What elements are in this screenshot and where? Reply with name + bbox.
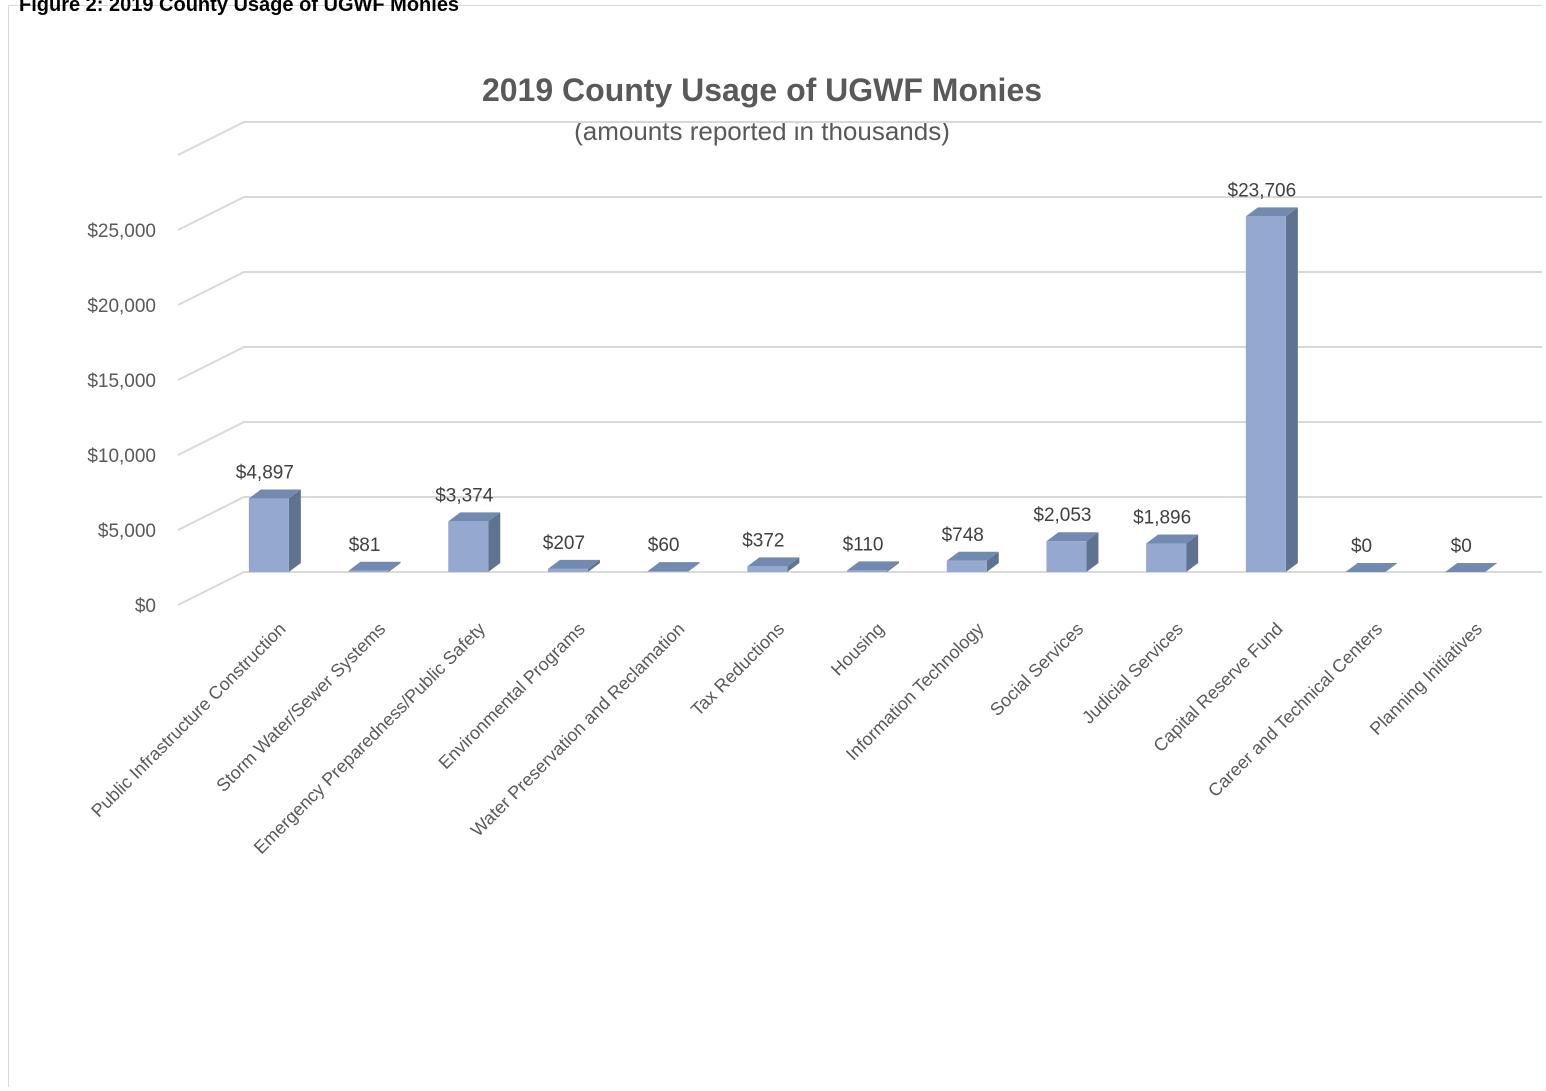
bar-side <box>986 551 999 572</box>
bar <box>348 561 401 572</box>
bar-side <box>488 512 501 572</box>
bar-front <box>946 560 987 572</box>
data-label: $3,374 <box>435 485 494 506</box>
bar-top <box>946 551 999 561</box>
bar-top <box>1345 563 1398 572</box>
gridline <box>177 496 1542 531</box>
bar-front <box>1245 216 1286 572</box>
category-label: Storm Water/Sewer Systems <box>212 619 389 796</box>
gridline <box>177 346 1542 381</box>
bar <box>1245 207 1298 572</box>
bar-side <box>687 562 700 572</box>
data-label: $372 <box>742 530 784 551</box>
data-label: $81 <box>349 535 381 556</box>
gridline <box>177 421 1542 456</box>
data-label: $1,896 <box>1133 508 1191 529</box>
bar <box>448 512 501 572</box>
y-tick-label: $0 <box>135 596 156 617</box>
bar-side <box>887 561 900 572</box>
bar-front <box>1046 541 1087 572</box>
y-tick-label: $25,000 <box>87 221 156 242</box>
data-label: $207 <box>543 533 585 554</box>
data-label: $110 <box>843 534 884 555</box>
bar-top <box>1146 534 1199 544</box>
bar-top <box>1046 532 1099 542</box>
y-axis-ticks: $0 $5,000 $10,000 $15,000 $20,000 $25,000 <box>87 221 156 617</box>
chart-title: 2019 County Usage of UGWF Monies <box>482 72 1042 108</box>
bar-side <box>787 557 800 572</box>
category-label: Career and Technical Centers <box>1204 619 1386 801</box>
bar <box>1146 534 1199 572</box>
data-label: $60 <box>648 535 680 556</box>
bar <box>747 557 800 572</box>
y-tick-label: $15,000 <box>87 371 156 392</box>
category-label: Public Infrastructure Construction <box>87 619 289 821</box>
data-label: $2,053 <box>1033 505 1091 526</box>
bar <box>847 561 900 572</box>
bar-front <box>847 570 888 572</box>
chart-frame: Figure 2: 2019 County Usage of UGWF Moni… <box>8 0 1542 1087</box>
gridline <box>177 571 1542 606</box>
data-label: $0 <box>1351 536 1372 557</box>
bar-top <box>248 489 301 499</box>
y-tick-label: $20,000 <box>87 296 156 317</box>
category-label: Emergency Preparedness/Public Safety <box>250 619 489 858</box>
data-label: $4,897 <box>236 463 294 484</box>
gridline <box>177 271 1542 306</box>
bar-side <box>1086 532 1099 572</box>
category-label: Water Preservation and Reclamation <box>467 619 689 841</box>
gridlines <box>177 121 1542 606</box>
bar-front <box>248 498 289 572</box>
bar-side <box>587 559 600 572</box>
y-tick-label: $5,000 <box>98 521 156 542</box>
gridline <box>177 121 1542 156</box>
bar-top <box>647 562 700 572</box>
bar-front <box>547 568 588 572</box>
bar <box>1046 532 1099 572</box>
bar <box>248 489 301 572</box>
bar-side <box>1285 207 1298 572</box>
data-labels: $4,897 $81 $3,374 $207 $60 $372 $110 $748 $2,053… <box>236 180 1472 557</box>
bar-top <box>1245 207 1298 217</box>
data-label: $748 <box>942 525 984 546</box>
bar-top <box>448 512 501 522</box>
bar-top <box>847 561 900 571</box>
bar-front <box>348 570 389 572</box>
category-label: Social Services <box>986 619 1087 720</box>
bar <box>647 562 700 572</box>
category-label: Tax Reductions <box>687 619 788 720</box>
bar-front <box>1146 543 1187 572</box>
bar <box>1345 563 1398 572</box>
bar-front <box>647 571 688 572</box>
bars <box>248 207 1498 572</box>
x-axis-categories: Public Infrastructure ConstructionStorm … <box>87 619 1486 858</box>
bar <box>547 559 600 572</box>
bar-top <box>1445 563 1498 572</box>
bar-top <box>547 559 600 569</box>
bar-front <box>747 566 788 572</box>
bar-side <box>288 489 301 572</box>
gridline <box>177 196 1542 231</box>
page-heading: Figure 2: 2019 County Usage of UGWF Moni… <box>19 0 460 16</box>
bar <box>1445 563 1498 572</box>
bar-top <box>747 557 800 567</box>
bar-side <box>388 561 401 572</box>
bar <box>946 551 999 572</box>
category-label: Planning Initiatives <box>1366 619 1486 739</box>
chart-subtitle: (amounts reported in thousands) <box>574 116 950 146</box>
bar-side <box>1186 534 1199 572</box>
bar-front <box>448 521 489 572</box>
category-label: Judicial Services <box>1078 619 1187 728</box>
category-label: Housing <box>827 619 888 680</box>
y-tick-label: $10,000 <box>87 446 156 467</box>
bar-top <box>348 561 401 571</box>
data-label: $23,706 <box>1228 180 1297 201</box>
data-label: $0 <box>1451 536 1472 557</box>
